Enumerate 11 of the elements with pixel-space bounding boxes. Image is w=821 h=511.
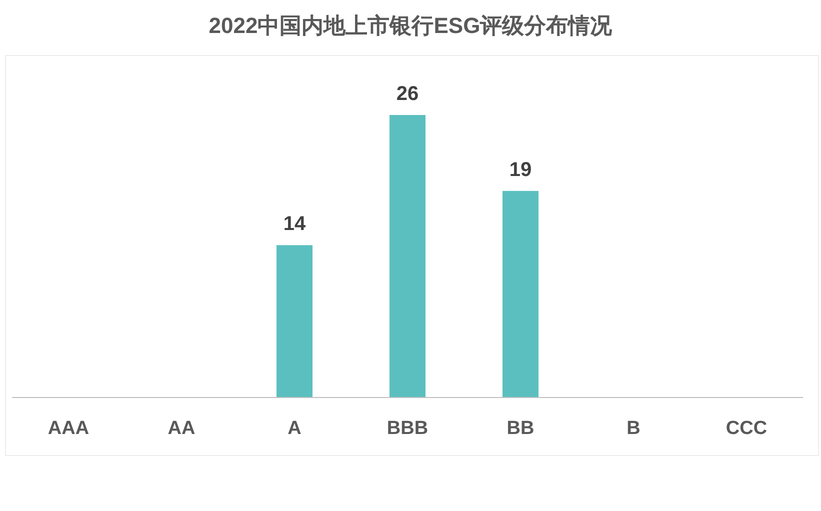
chart-title: 2022中国内地上市银行ESG评级分布情况 bbox=[208, 13, 614, 38]
x-tick-label: AAA bbox=[48, 418, 90, 439]
x-tick-label: CCC bbox=[726, 418, 768, 439]
data-label: 14 bbox=[283, 213, 306, 236]
x-tick-label: B bbox=[626, 418, 640, 439]
x-tick-label: BBB bbox=[386, 418, 428, 439]
data-label: 26 bbox=[396, 83, 419, 105]
x-tick-label: A bbox=[288, 418, 302, 439]
x-tick-label: AA bbox=[168, 418, 196, 439]
data-label: 19 bbox=[509, 158, 532, 181]
x-tick-label: BB bbox=[506, 418, 534, 439]
